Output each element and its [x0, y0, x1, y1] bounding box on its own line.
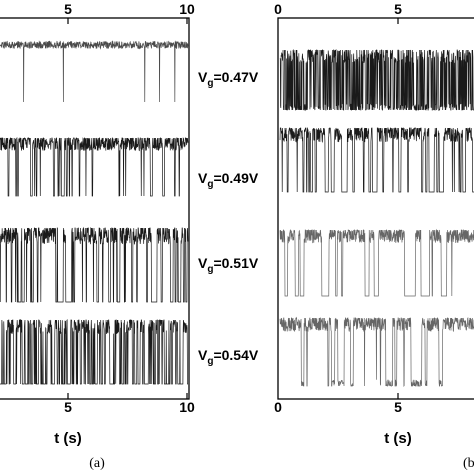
panel-b-xlabel: t (s): [384, 430, 412, 447]
vg-label-047: Vg=0.47V: [198, 69, 259, 89]
panel-b: 0 5 0 5 t (s) (b): [274, 1, 474, 471]
panel-b-bottom-tick-0: 0: [274, 399, 282, 415]
trace-a-1: [0, 40, 189, 103]
panel-b-frame: [277, 17, 474, 400]
panel-a-frame: [0, 17, 190, 400]
vg-label-054: Vg=0.54V: [198, 347, 259, 367]
panel-b-traces: [279, 48, 474, 388]
panel-a-ticks: [67, 18, 188, 399]
panel-b-bottom-tick-5: 5: [394, 399, 402, 415]
panel-a-xlabel: t (s): [54, 430, 82, 447]
panel-a-traces: [0, 40, 189, 385]
panel-b-top-tick-0: 0: [274, 1, 282, 17]
panel-a-top-tick-5: 5: [64, 1, 72, 17]
trace-a-4: [0, 318, 188, 385]
trace-b-4: [279, 316, 474, 388]
panel-b-top-tick-5: 5: [394, 1, 402, 17]
vg-label-049: Vg=0.49V: [198, 170, 259, 190]
vg-label-051: Vg=0.51V: [198, 255, 259, 275]
trace-a-2: [0, 137, 189, 197]
panel-a: 5 10 5 10 t (s) (a) Vg=0.47V Vg=0.49V Vg…: [0, 1, 259, 471]
trace-b-2: [279, 127, 474, 193]
panel-a-bottom-tick-5: 5: [64, 399, 72, 415]
panel-a-bottom-tick-10: 10: [179, 399, 195, 415]
panel-a-top-tick-10: 10: [179, 1, 195, 17]
trace-a-3: [0, 226, 189, 303]
trace-b-3: [279, 228, 474, 297]
panel-b-tag: (b): [463, 456, 474, 471]
trace-b-1: [279, 48, 474, 112]
panel-a-tag: (a): [89, 456, 105, 471]
